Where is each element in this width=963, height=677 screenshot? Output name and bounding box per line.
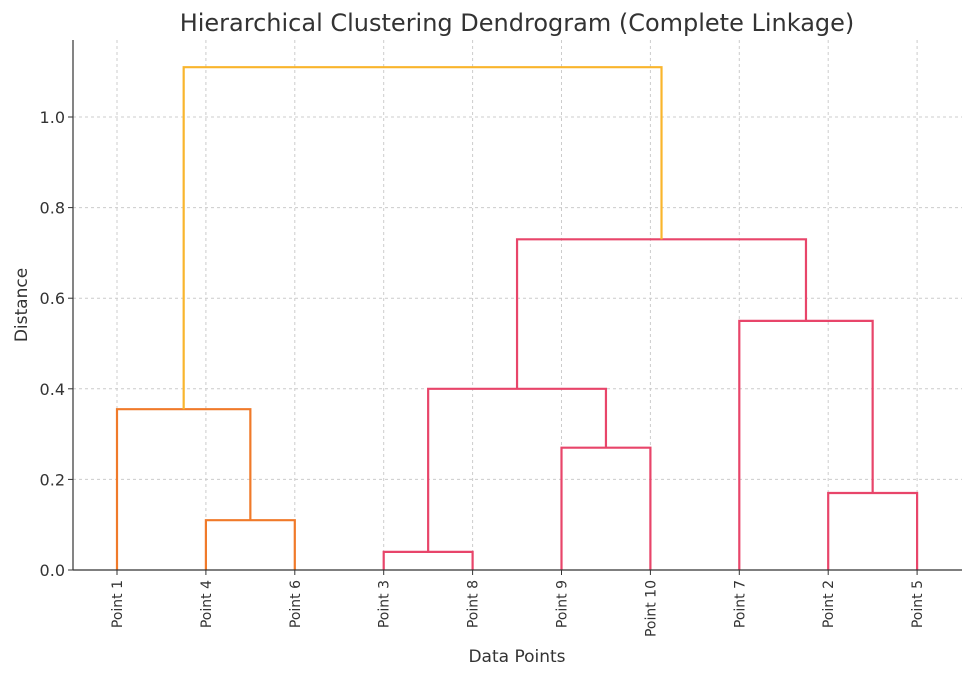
dendrogram-link-4 <box>427 387 608 552</box>
x-tick-label-point-9: Point 9 <box>555 580 571 628</box>
y-tick-label-0-0: 0.0 <box>40 561 65 580</box>
dendrogram-link-2 <box>382 550 474 570</box>
dendrogram-link-1 <box>115 408 252 570</box>
x-ticks: Point 1 Point 4 Point 6 Point 3 Point 8 Point… <box>110 570 926 637</box>
y-tick-label-1-0: 1.0 <box>40 108 65 127</box>
y-axis-label: Distance <box>12 268 32 342</box>
x-tick-label-point-2: Point 2 <box>821 580 837 628</box>
dendrogram-link-8 <box>182 66 663 410</box>
y-ticks: 0.0 0.2 0.4 0.6 0.8 1.0 <box>40 108 73 580</box>
dendrogram-link-3 <box>560 446 652 570</box>
x-tick-label-point-5: Point 5 <box>910 580 926 628</box>
x-tick-label-point-8: Point 8 <box>466 580 482 628</box>
chart-title: Hierarchical Clustering Dendrogram (Comp… <box>180 9 855 37</box>
dendrogram-link-5 <box>827 491 919 570</box>
x-axis-label: Data Points <box>468 647 565 667</box>
dendrogram-links <box>115 66 919 570</box>
chart-axes <box>72 40 962 571</box>
x-tick-label-point-4: Point 4 <box>199 580 215 628</box>
x-tick-label-point-6: Point 6 <box>288 580 304 628</box>
dendrogram-link-7 <box>515 238 808 389</box>
x-tick-label-point-3: Point 3 <box>377 580 393 628</box>
dendrogram-link-0 <box>204 519 296 570</box>
y-tick-label-0-4: 0.4 <box>40 380 65 399</box>
y-tick-label-0-2: 0.2 <box>40 470 65 489</box>
y-tick-label-0-6: 0.6 <box>40 289 65 308</box>
dendrogram-link-6 <box>738 319 874 570</box>
x-tick-label-point-1: Point 1 <box>110 580 126 628</box>
x-tick-label-point-10: Point 10 <box>643 580 659 637</box>
y-tick-label-0-8: 0.8 <box>40 199 65 218</box>
x-tick-label-point-7: Point 7 <box>732 580 748 628</box>
